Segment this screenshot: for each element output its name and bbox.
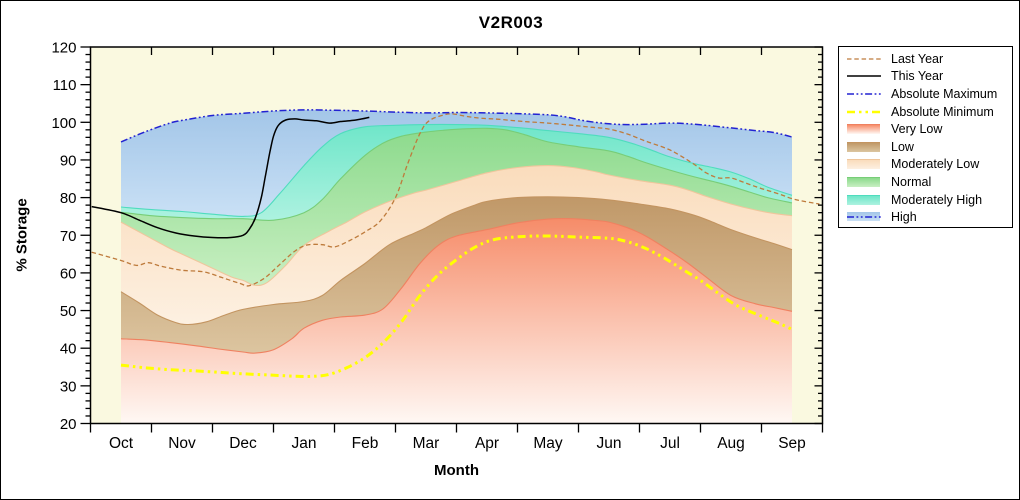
y-tick-label: 60 bbox=[60, 265, 77, 282]
axis-ticks bbox=[80, 46, 824, 433]
legend-label: Moderately High bbox=[891, 192, 983, 207]
band-edge-normal bbox=[120, 127, 793, 221]
legend-label: Moderately Low bbox=[891, 157, 980, 172]
legend-swatch bbox=[846, 88, 882, 100]
line-abs_min bbox=[120, 234, 793, 379]
x-tick-label: Dec bbox=[229, 435, 257, 452]
legend-label: High bbox=[891, 210, 917, 225]
y-tick-label: 80 bbox=[60, 190, 77, 207]
legend-swatch bbox=[846, 106, 882, 118]
x-tick-label: Jan bbox=[292, 435, 317, 452]
legend-swatch bbox=[846, 141, 882, 153]
x-tick-label: Aug bbox=[717, 435, 745, 452]
legend-label: Last Year bbox=[891, 51, 944, 66]
legend: Last Year This Year Absolute Maximum Absolu… bbox=[838, 46, 1013, 228]
band-edge-very_low bbox=[120, 217, 793, 354]
legend-item-normal: Normal bbox=[846, 173, 1012, 191]
chart-title: V2R003 bbox=[478, 13, 544, 32]
band-edge-low bbox=[120, 196, 793, 326]
y-tick-label: 40 bbox=[60, 341, 77, 358]
legend-swatch bbox=[846, 70, 882, 82]
legend-item-low: Low bbox=[846, 138, 1012, 156]
legend-swatch bbox=[846, 176, 882, 188]
x-tick-label: Sep bbox=[778, 435, 806, 452]
y-tick-label: 70 bbox=[60, 228, 77, 245]
y-tick-label: 100 bbox=[51, 115, 76, 132]
legend-item-high: High bbox=[846, 208, 1012, 226]
legend-item-this_year: This Year bbox=[846, 68, 1012, 86]
legend-label: Low bbox=[891, 139, 914, 154]
x-tick-label: Oct bbox=[109, 435, 134, 452]
x-tick-label: Jun bbox=[597, 435, 622, 452]
plot-area bbox=[91, 109, 820, 424]
line-last_year bbox=[91, 113, 820, 287]
y-tick-label: 110 bbox=[53, 77, 77, 94]
band-mod_low bbox=[121, 165, 792, 325]
band-normal bbox=[121, 128, 792, 286]
legend-item-abs_max: Absolute Maximum bbox=[846, 85, 1012, 103]
legend-label: Very Low bbox=[891, 122, 943, 137]
legend-swatch bbox=[846, 53, 882, 65]
y-axis-title: % Storage bbox=[13, 198, 31, 272]
band-edge-mod_low bbox=[120, 165, 793, 286]
legend-swatch bbox=[846, 158, 882, 170]
y-tick-label: 90 bbox=[60, 152, 77, 169]
legend-swatch bbox=[846, 211, 882, 223]
x-axis-title: Month bbox=[434, 462, 479, 479]
band-high bbox=[121, 109, 792, 217]
x-tick-label: Apr bbox=[475, 435, 499, 452]
x-tick-label: Nov bbox=[168, 435, 196, 452]
y-tick-label: 50 bbox=[60, 303, 77, 320]
legend-label: This Year bbox=[891, 69, 944, 84]
y-tick-label: 30 bbox=[60, 378, 77, 395]
x-tick-label: May bbox=[533, 435, 563, 452]
x-tick-label: Feb bbox=[352, 435, 379, 452]
line-abs_max bbox=[120, 109, 793, 143]
legend-label: Absolute Maximum bbox=[891, 86, 998, 101]
legend-item-mod_high: Moderately High bbox=[846, 191, 1012, 209]
legend-item-very_low: Very Low bbox=[846, 120, 1012, 138]
legend-swatch bbox=[846, 123, 882, 135]
legend-swatch bbox=[846, 194, 882, 206]
x-tick-label: Jul bbox=[660, 435, 680, 452]
legend-item-last_year: Last Year bbox=[846, 50, 1012, 68]
legend-label: Absolute Minimum bbox=[891, 104, 994, 119]
x-tick-label: Mar bbox=[413, 435, 440, 452]
band-very_low bbox=[121, 218, 792, 424]
legend-item-abs_min: Absolute Minimum bbox=[846, 103, 1012, 121]
band-edge-mod_high bbox=[120, 123, 793, 217]
y-tick-label: 20 bbox=[60, 416, 77, 433]
line-this_year bbox=[91, 116, 370, 239]
band-low bbox=[121, 196, 792, 354]
legend-label: Normal bbox=[891, 174, 932, 189]
y-tick-label: 120 bbox=[51, 40, 76, 57]
band-mod_high bbox=[121, 124, 792, 221]
legend-item-mod_low: Moderately Low bbox=[846, 156, 1012, 174]
